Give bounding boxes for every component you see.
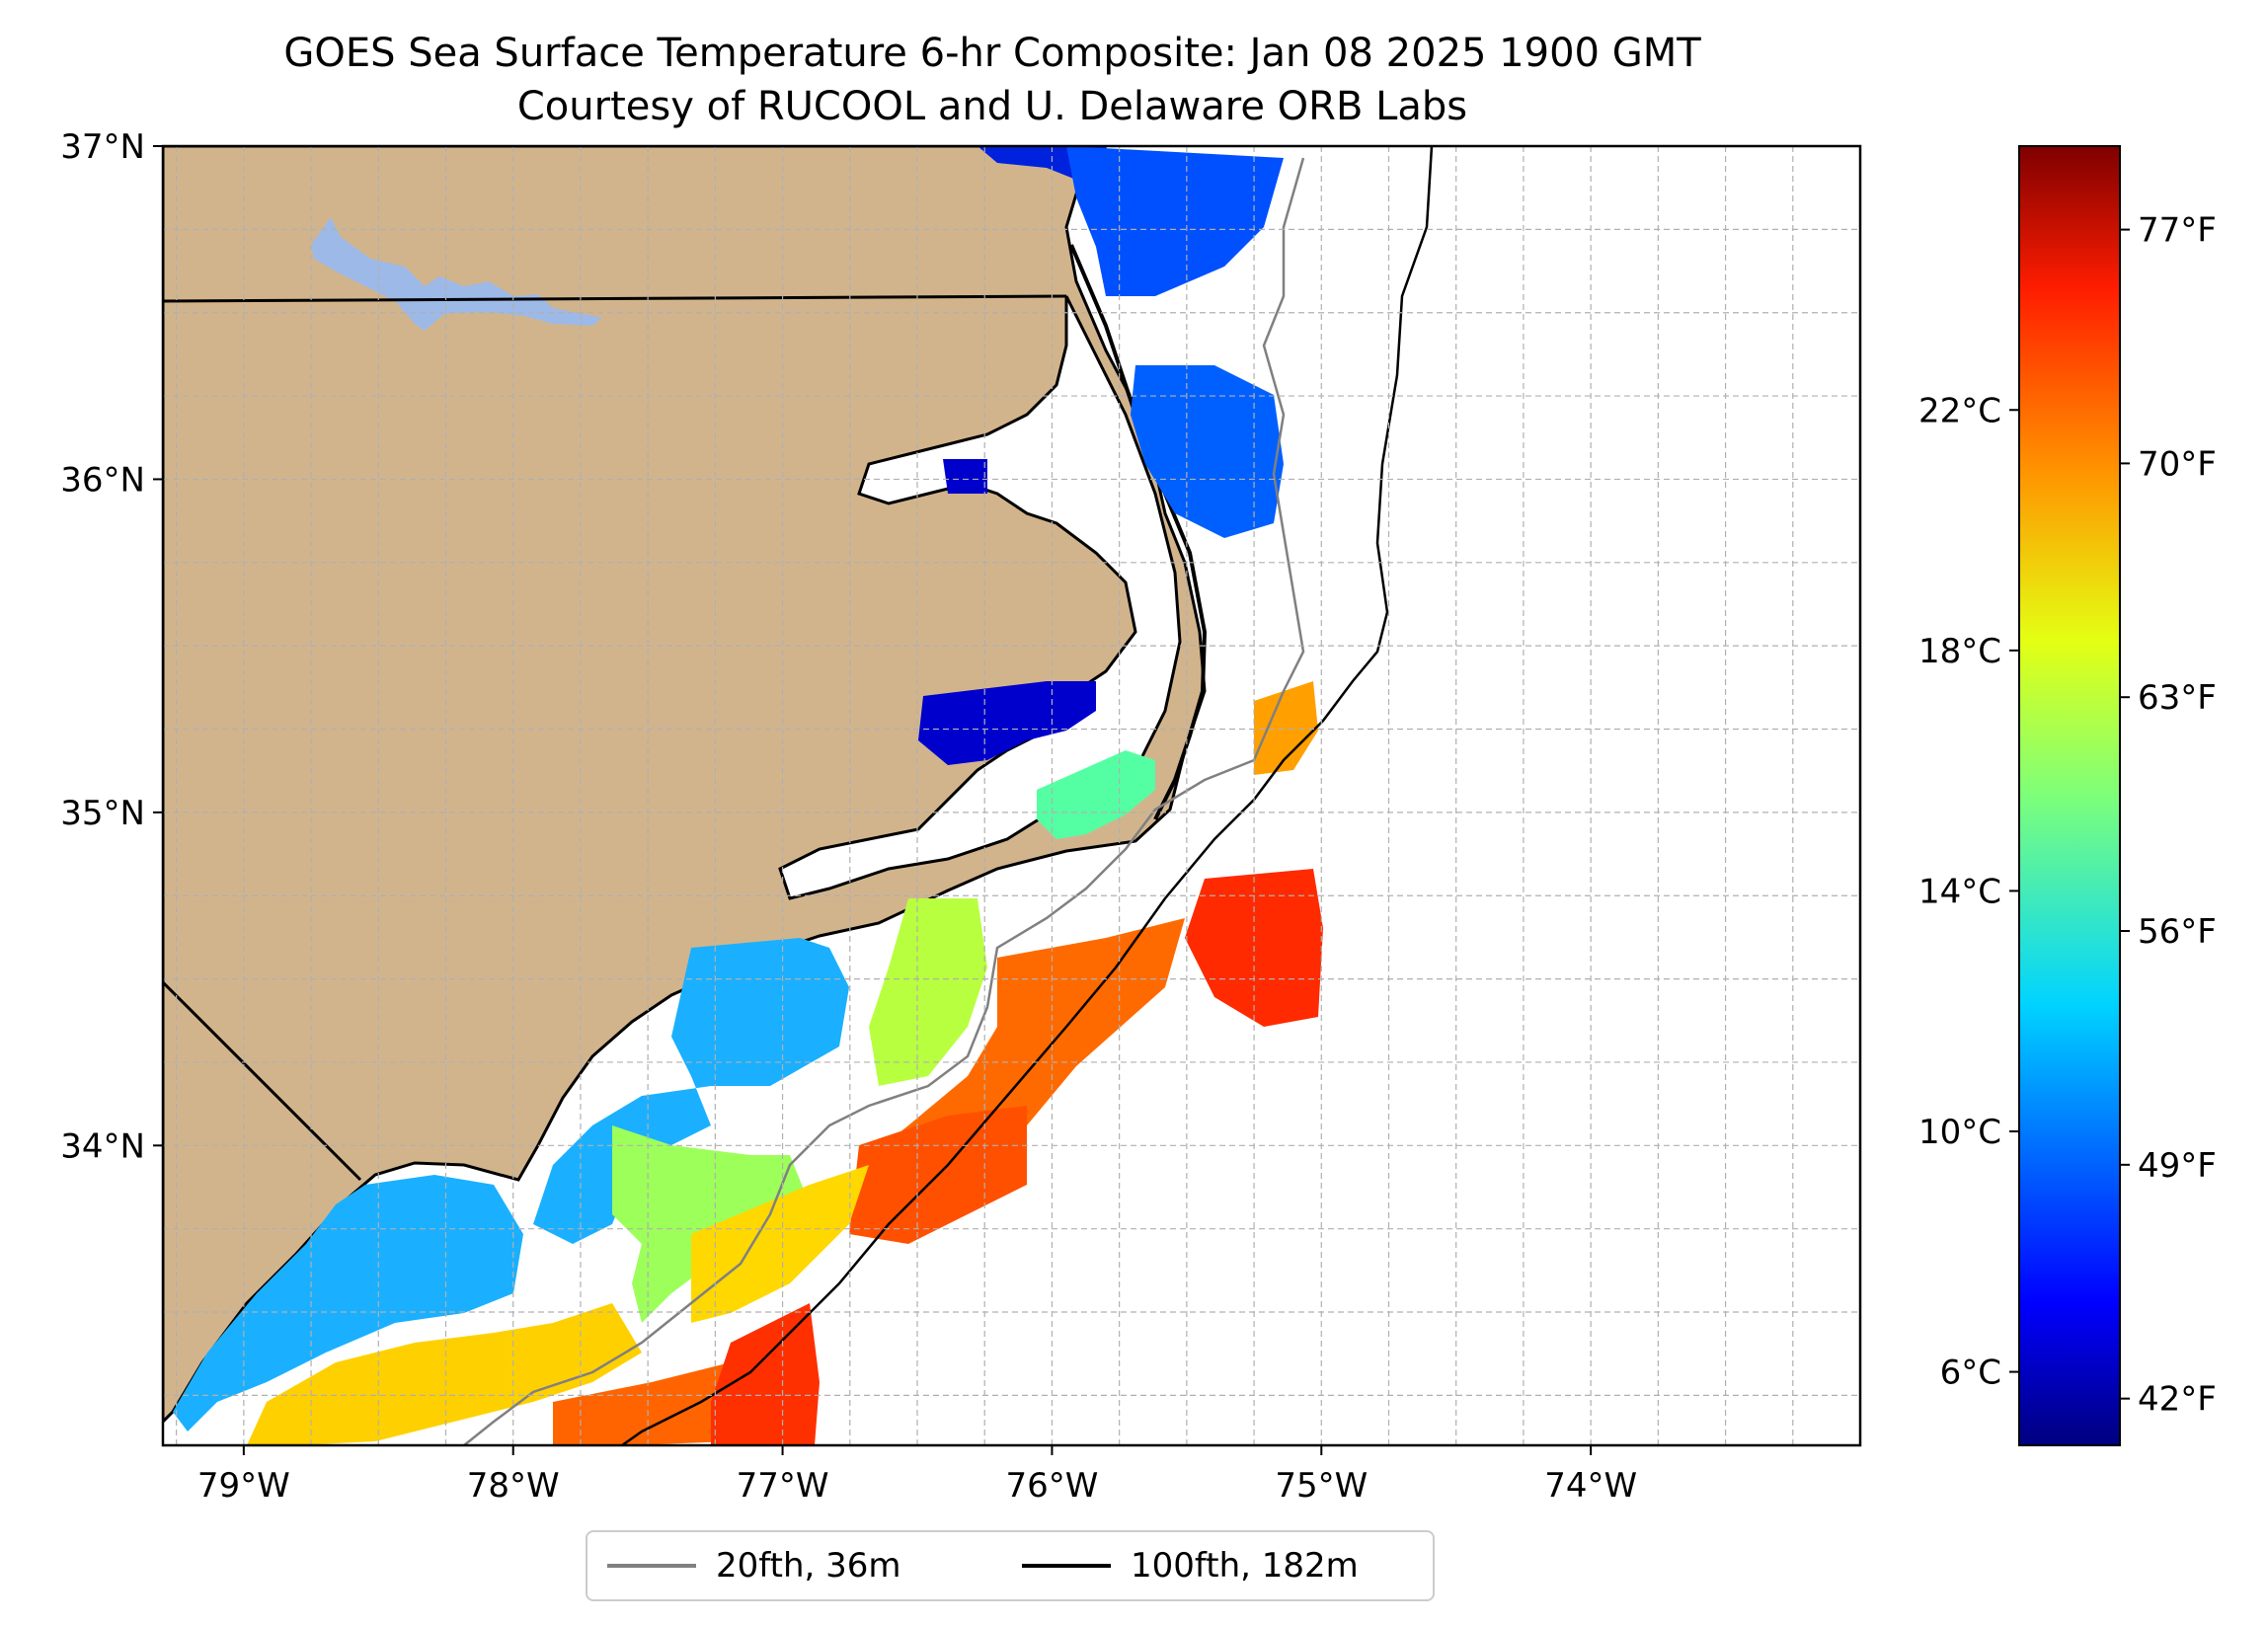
outer-banks <box>1069 244 1208 820</box>
sst-patch <box>711 1303 820 1445</box>
legend-line-100fth <box>1022 1564 1111 1568</box>
isobath-legend: 20fth, 36m 100fth, 182m <box>586 1530 1435 1601</box>
sst-patch <box>1066 146 1284 296</box>
colorbar-c-label: 6°C <box>1940 1354 2001 1393</box>
sst-patch <box>869 898 987 1086</box>
legend-item-100fth: 100fth, 182m <box>1022 1546 1359 1586</box>
sst-patch <box>1254 681 1318 775</box>
legend-label: 20fth, 36m <box>716 1546 901 1586</box>
lat-tick-label: 34°N <box>60 1126 145 1166</box>
sst-patch <box>1131 365 1284 538</box>
sst-patch <box>612 1125 810 1323</box>
lon-tick-label: 77°W <box>737 1466 829 1506</box>
legend-line-20fth <box>607 1564 696 1568</box>
legend-label: 100fth, 182m <box>1131 1546 1359 1586</box>
sst-patch <box>247 1303 642 1445</box>
map-title: GOES Sea Surface Temperature 6-hr Compos… <box>283 31 1701 76</box>
lon-tick-label: 79°W <box>197 1466 290 1506</box>
colorbar-fahrenheit-ticks: 42°F 49°F 56°F 63°F 70°F 77°F <box>2120 211 2217 1420</box>
colorbar <box>2018 145 2121 1446</box>
map-subtitle: Courtesy of RUCOOL and U. Delaware ORB L… <box>516 84 1468 129</box>
sst-patch <box>173 1175 523 1432</box>
legend-item-20fth: 20fth, 36m <box>607 1546 901 1586</box>
lat-tick-label: 35°N <box>60 794 145 833</box>
colorbar-f-label: 56°F <box>2138 912 2217 952</box>
isobath-20fth <box>463 157 1305 1445</box>
colorbar-f-label: 70°F <box>2138 444 2217 484</box>
colorbar-celsius-ticks: 6°C 10°C 14°C 18°C 22°C <box>1918 391 2019 1393</box>
colorbar-c-label: 18°C <box>1918 632 2001 671</box>
isobath-100fth <box>621 146 1434 1445</box>
lon-tick-label: 74°W <box>1544 1466 1637 1506</box>
colorbar-f-label: 49°F <box>2138 1146 2217 1186</box>
lon-tick-label: 78°W <box>467 1466 560 1506</box>
colorbar-c-label: 10°C <box>1918 1113 2001 1152</box>
longitude-labels: 79°W 78°W 77°W 76°W 75°W 74°W <box>197 1445 1637 1506</box>
sst-patch <box>943 459 987 494</box>
colorbar-f-label: 63°F <box>2138 678 2217 718</box>
lake <box>311 217 602 331</box>
lat-tick-label: 36°N <box>60 460 145 500</box>
plot-frame <box>161 144 1862 1447</box>
sst-layer <box>173 146 1323 1445</box>
colorbar-f-label: 42°F <box>2138 1380 2217 1420</box>
gridlines <box>163 146 1860 1445</box>
colorbar-f-label: 77°F <box>2138 211 2217 251</box>
latitude-labels: 37°N 36°N 35°N 34°N <box>60 127 163 1166</box>
lon-tick-label: 75°W <box>1275 1466 1368 1506</box>
sst-patch <box>1037 750 1155 839</box>
colorbar-c-label: 14°C <box>1918 872 2001 911</box>
colorbar-c-label: 22°C <box>1918 391 2001 430</box>
lat-tick-label: 37°N <box>60 127 145 167</box>
state-border-va-nc <box>163 294 1067 303</box>
state-border-nc-sc <box>163 980 362 1182</box>
lon-tick-label: 76°W <box>1005 1466 1098 1506</box>
sst-patch <box>691 1165 869 1323</box>
